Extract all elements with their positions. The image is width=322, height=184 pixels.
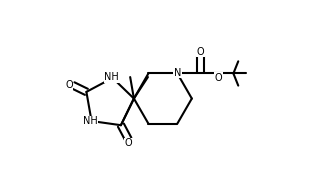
Text: O: O (197, 47, 204, 57)
Text: NH: NH (104, 72, 119, 82)
Text: O: O (125, 138, 132, 148)
Text: N: N (174, 68, 181, 78)
Text: O: O (215, 72, 222, 83)
Text: O: O (65, 80, 73, 90)
Text: NH: NH (83, 116, 98, 126)
